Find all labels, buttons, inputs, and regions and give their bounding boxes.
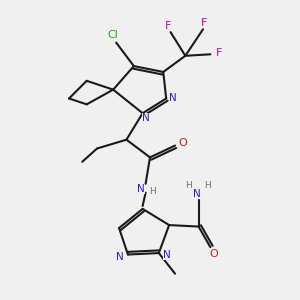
- Text: N: N: [193, 189, 201, 199]
- Text: F: F: [164, 21, 171, 31]
- Text: N: N: [142, 113, 150, 124]
- Text: F: F: [215, 48, 222, 58]
- Text: N: N: [116, 252, 124, 262]
- Text: H: H: [185, 182, 192, 190]
- Text: O: O: [209, 249, 218, 259]
- Text: Cl: Cl: [108, 30, 118, 40]
- Text: O: O: [178, 138, 187, 148]
- Text: H: H: [204, 182, 211, 190]
- Text: H: H: [149, 187, 155, 196]
- Text: N: N: [169, 94, 176, 103]
- Text: F: F: [201, 18, 208, 28]
- Text: N: N: [163, 250, 171, 260]
- Text: N: N: [137, 184, 145, 194]
